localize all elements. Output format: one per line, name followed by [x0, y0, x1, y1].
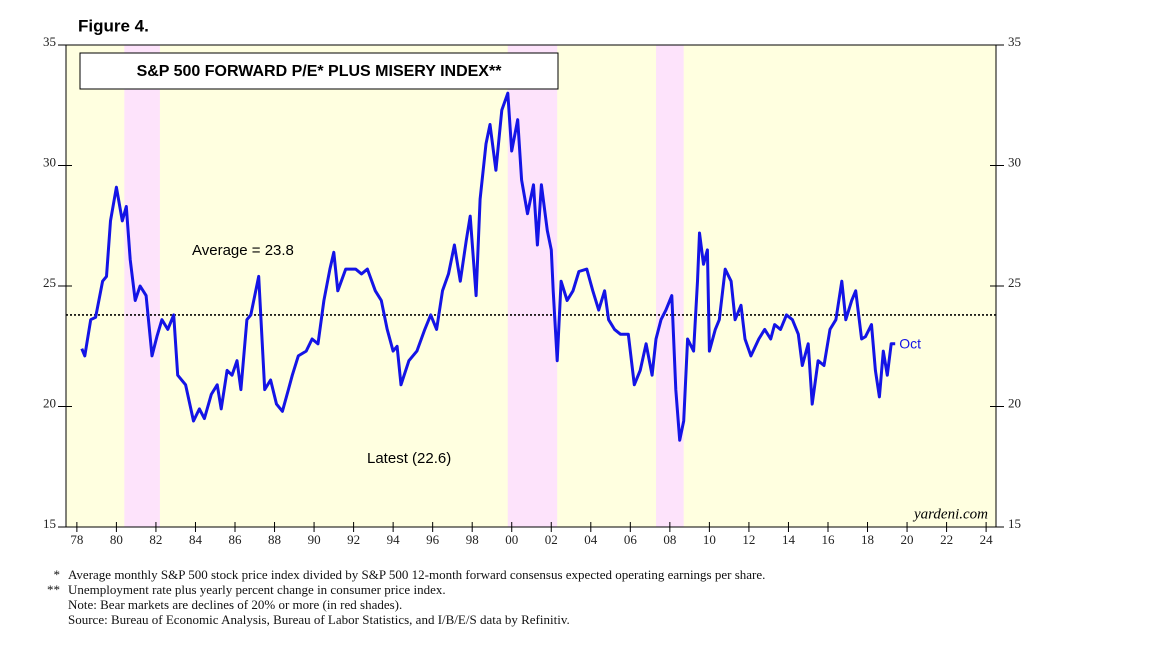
y2-tick-label: 25 — [1008, 275, 1021, 290]
x-tick-label: 04 — [584, 532, 598, 547]
x-tick-label: 14 — [782, 532, 796, 547]
end-label: Oct — [899, 336, 921, 352]
x-tick-label: 18 — [861, 532, 874, 547]
figure-label: Figure 4. — [78, 16, 149, 35]
y2-tick-label: 20 — [1008, 395, 1021, 410]
x-tick-label: 24 — [980, 532, 994, 547]
x-tick-label: 92 — [347, 532, 360, 547]
x-tick-label: 08 — [663, 532, 676, 547]
x-tick-label: 82 — [149, 532, 162, 547]
x-tick-label: 78 — [70, 532, 83, 547]
x-tick-label: 94 — [387, 532, 401, 547]
x-tick-label: 02 — [545, 532, 558, 547]
source-label: yardeni.com — [912, 506, 988, 522]
x-tick-label: 96 — [426, 532, 440, 547]
x-tick-label: 90 — [308, 532, 321, 547]
y2-tick-label: 30 — [1008, 154, 1021, 169]
bear-market-shade — [124, 45, 160, 527]
x-tick-label: 84 — [189, 532, 203, 547]
x-tick-label: 00 — [505, 532, 518, 547]
note-marker: * — [54, 567, 61, 582]
average-label: Average = 23.8 — [192, 242, 294, 259]
x-tick-label: 80 — [110, 532, 123, 547]
x-tick-label: 88 — [268, 532, 281, 547]
note-marker: ** — [47, 582, 60, 597]
note-text: Unemployment rate plus yearly percent ch… — [68, 582, 446, 597]
title-box — [79, 52, 559, 90]
y-tick-label: 20 — [43, 395, 56, 410]
x-tick-label: 98 — [466, 532, 479, 547]
x-tick-label: 10 — [703, 532, 716, 547]
note-text: Note: Bear markets are declines of 20% o… — [68, 597, 402, 612]
x-tick-label: 22 — [940, 532, 953, 547]
y2-tick-label: 35 — [1008, 34, 1021, 49]
note-text: Average monthly S&P 500 stock price inde… — [68, 567, 765, 582]
bear-market-shade — [656, 45, 684, 527]
y-tick-label: 30 — [43, 154, 56, 169]
x-tick-label: 20 — [901, 532, 914, 547]
latest-label: Latest (22.6) — [367, 450, 451, 467]
x-tick-label: 86 — [229, 532, 243, 547]
x-tick-label: 12 — [742, 532, 755, 547]
y-tick-label: 15 — [43, 516, 56, 531]
x-tick-label: 06 — [624, 532, 638, 547]
x-tick-label: 16 — [821, 532, 835, 547]
y2-tick-label: 15 — [1008, 516, 1021, 531]
bear-market-shade — [507, 45, 558, 527]
note-text: Source: Bureau of Economic Analysis, Bur… — [68, 612, 570, 627]
chart-title: S&P 500 FORWARD P/E* PLUS MISERY INDEX** — [137, 63, 503, 80]
y-tick-label: 25 — [43, 275, 56, 290]
series-line — [80, 91, 896, 442]
y-tick-label: 35 — [43, 34, 56, 49]
